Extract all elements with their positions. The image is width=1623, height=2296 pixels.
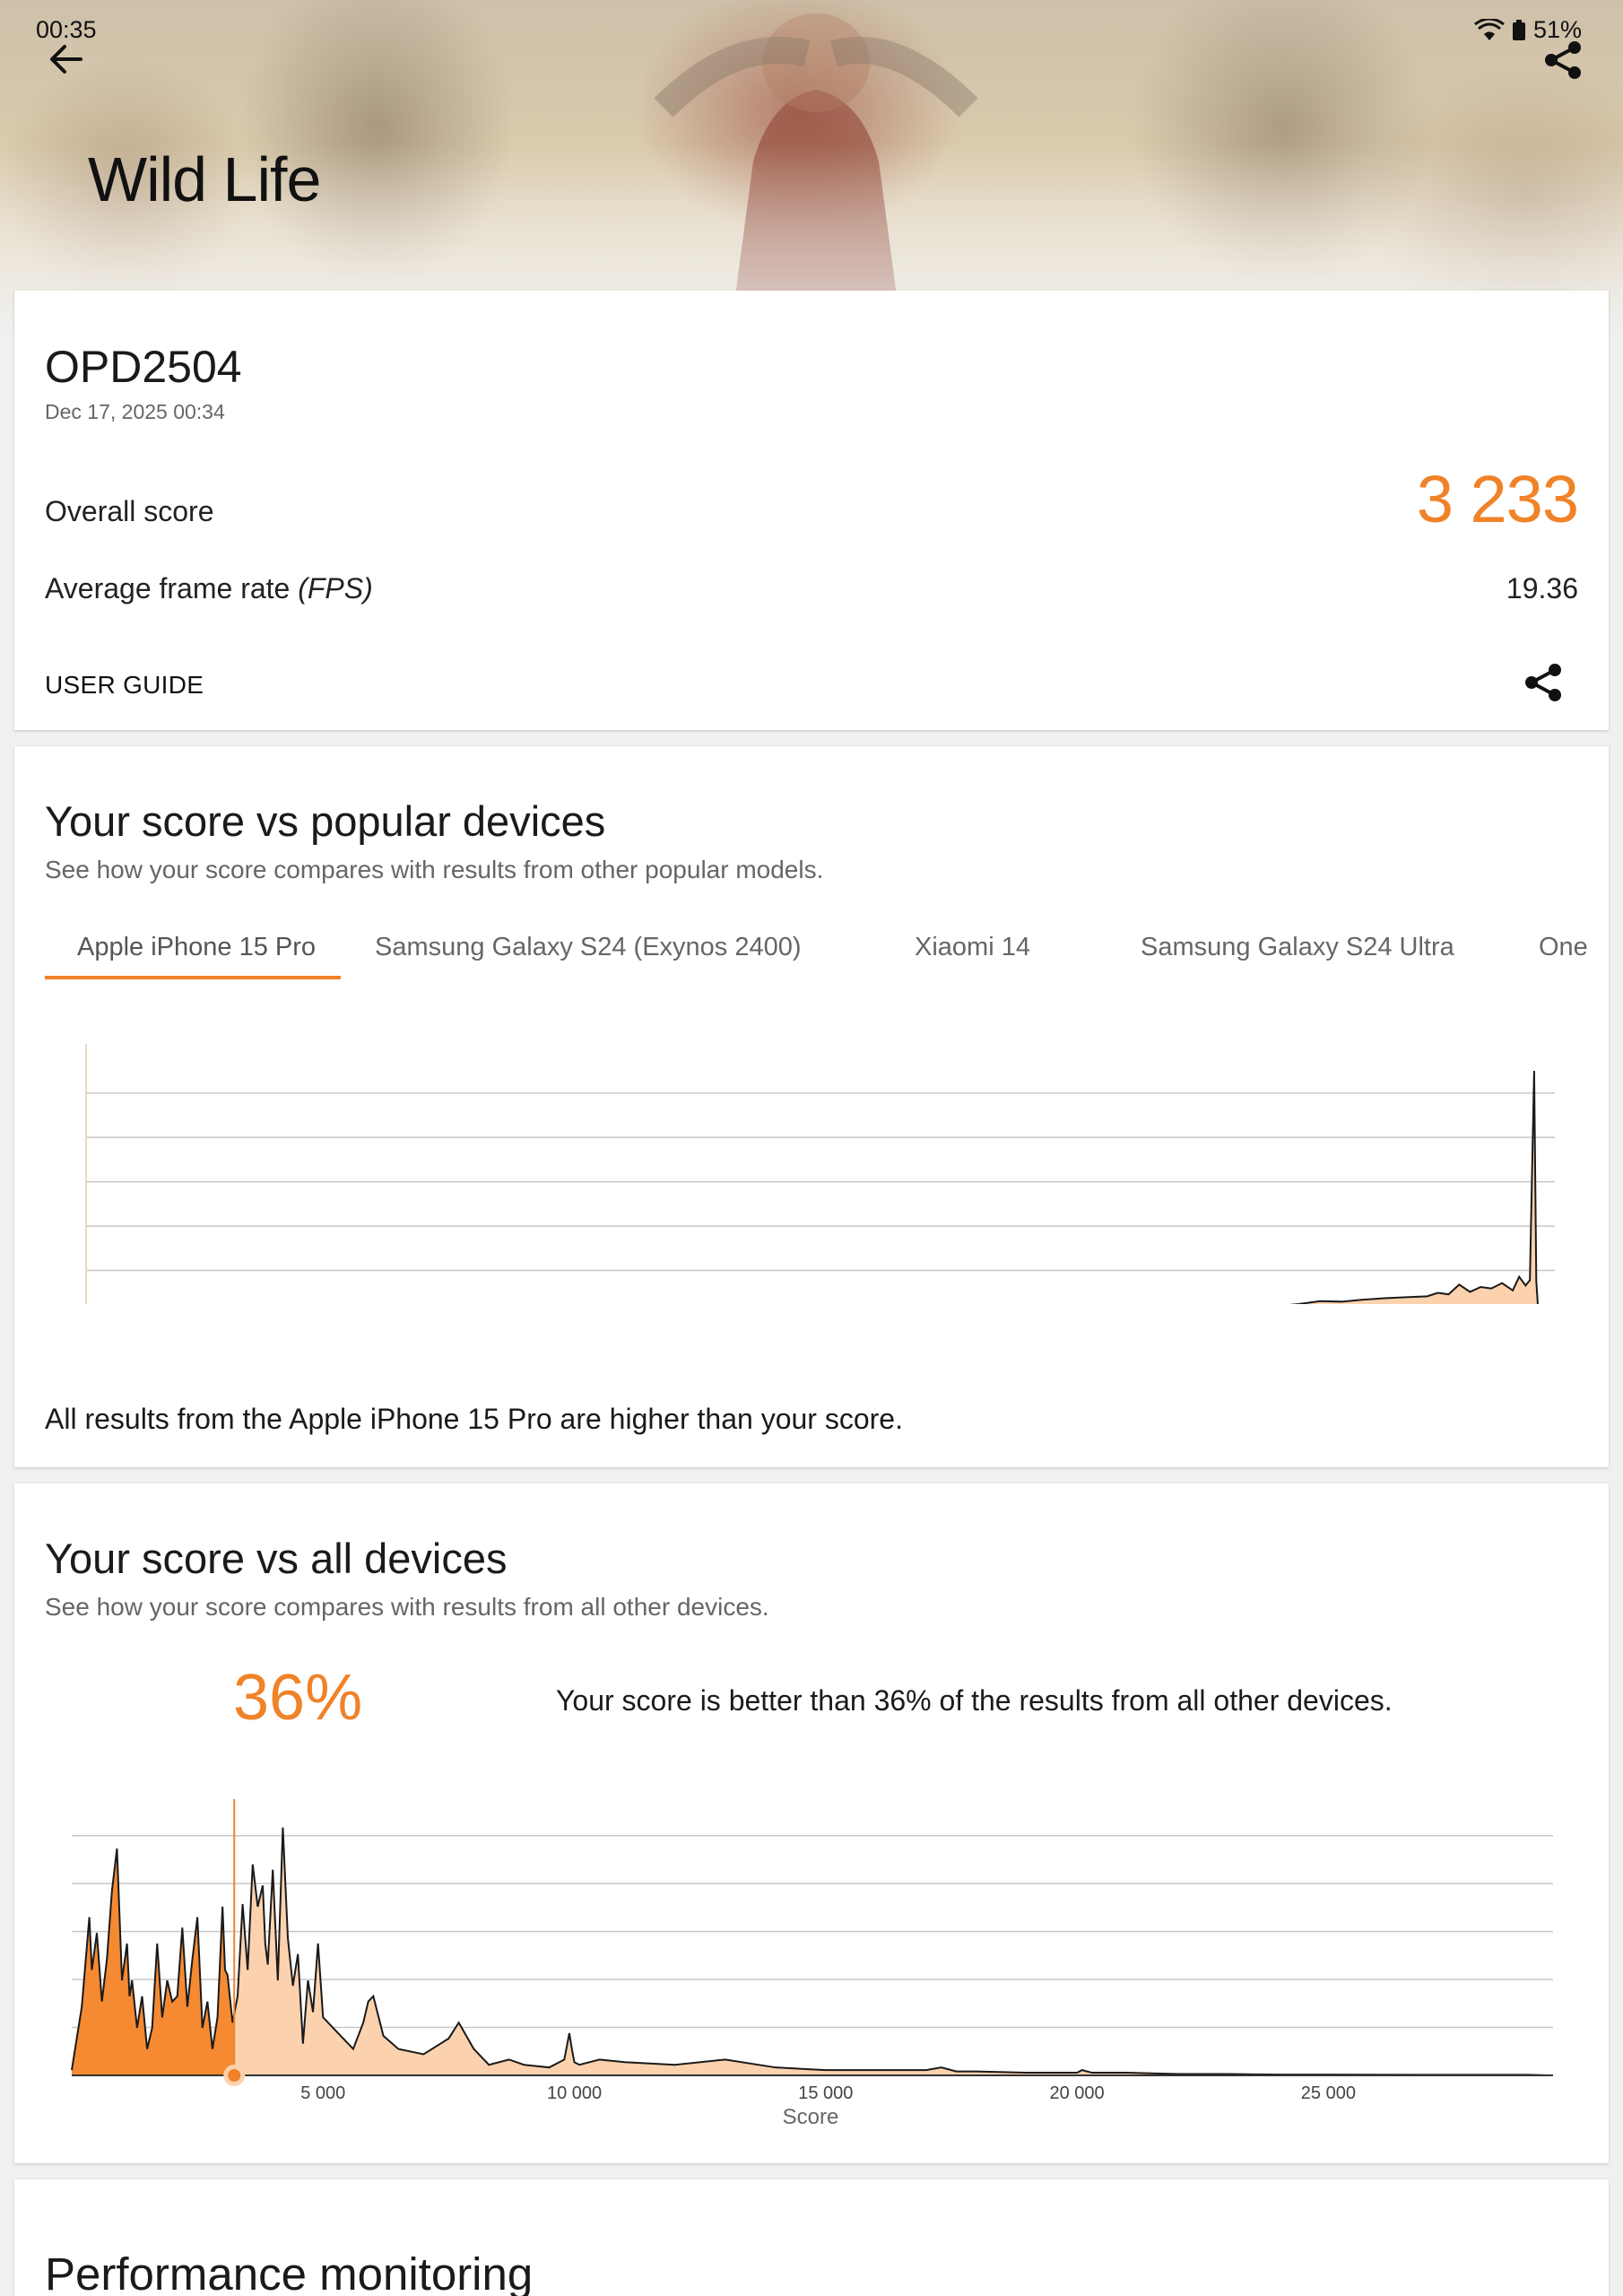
percentile-description: Your score is better than 36% of the res… [556, 1684, 1393, 1717]
comparison-note: All results from the Apple iPhone 15 Pro… [45, 1403, 903, 1435]
popular-devices-title: Your score vs popular devices [45, 797, 606, 845]
battery-icon [1512, 19, 1525, 40]
your-score-marker [228, 2069, 241, 2082]
all-devices-title: Your score vs all devices [45, 1535, 508, 1582]
overall-score-label: Overall score [45, 495, 214, 527]
fps-unit: (FPS) [298, 572, 373, 604]
share-icon[interactable] [1542, 39, 1584, 81]
tab-samsung-galaxy-s24-exynos[interactable]: Samsung Galaxy S24 (Exynos 2400) [375, 933, 802, 961]
status-time: 00:35 [36, 16, 97, 43]
tab-samsung-galaxy-s24-ultra[interactable]: Samsung Galaxy S24 Ultra [1141, 933, 1454, 961]
performance-card: Performance monitoring [14, 2179, 1609, 2296]
tab-xiaomi-14[interactable]: Xiaomi 14 [915, 933, 1030, 961]
popular-devices-card: Your score vs popular devices See how yo… [14, 746, 1609, 1467]
below-score-area [72, 1848, 235, 2075]
tab-apple-iphone-15-pro[interactable]: Apple iPhone 15 Pro [77, 933, 317, 961]
fps-label: Average frame rate (FPS) [45, 572, 373, 605]
wifi-icon [1474, 18, 1505, 40]
share-result-icon[interactable] [1523, 662, 1564, 703]
active-tab-indicator [45, 976, 341, 979]
back-arrow-icon[interactable] [47, 39, 86, 79]
percentile-value: 36% [233, 1662, 363, 1734]
device-tabs: Apple iPhone 15 Pro Samsung Galaxy S24 (… [45, 908, 1593, 979]
distribution-area [72, 1827, 1549, 2075]
x-tick-label: 5 000 [300, 2083, 345, 2103]
x-tick-label: 10 000 [547, 2083, 602, 2103]
fps-label-text: Average frame rate [45, 572, 291, 604]
status-icons: 51% [1474, 16, 1582, 44]
x-tick-label: 20 000 [1050, 2083, 1105, 2103]
result-date: Dec 17, 2025 00:34 [45, 400, 225, 423]
performance-title: Performance monitoring [45, 2248, 534, 2296]
x-tick-label: 15 000 [798, 2083, 853, 2103]
page-title: Wild Life [88, 144, 321, 214]
battery-percent: 51% [1532, 16, 1582, 43]
result-card: OPD2504 Dec 17, 2025 00:34 Overall score… [14, 291, 1609, 730]
popular-devices-subtitle: See how your score compares with results… [45, 856, 824, 883]
tab-one[interactable]: One [1539, 933, 1588, 961]
x-tick-label: 25 000 [1301, 2083, 1356, 2103]
overall-score-value: 3 233 [1416, 462, 1579, 536]
all-devices-subtitle: See how your score compares with results… [45, 1593, 769, 1621]
all-devices-chart: 5 000 10 000 15 000 20 000 25 000 Score [71, 1799, 1553, 2129]
distribution-line [1289, 1070, 1539, 1304]
user-guide-link[interactable]: USER GUIDE [45, 671, 204, 699]
x-axis-title: Score [783, 2105, 839, 2129]
distribution-line [71, 1827, 1550, 2076]
device-name: OPD2504 [45, 342, 242, 392]
fps-value: 19.36 [1506, 572, 1578, 604]
